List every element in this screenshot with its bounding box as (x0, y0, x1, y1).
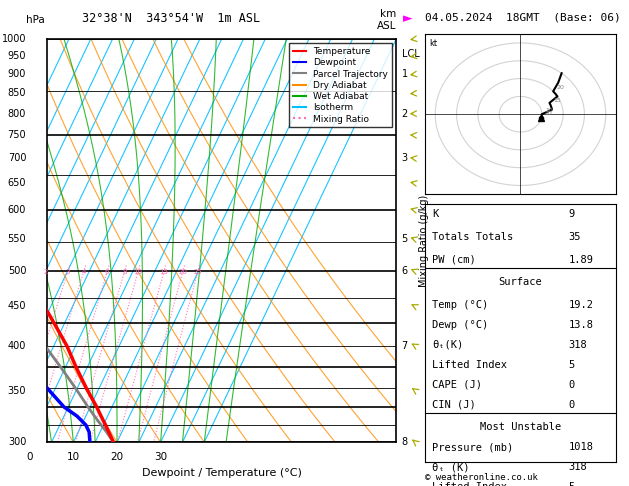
Legend: Temperature, Dewpoint, Parcel Trajectory, Dry Adiabat, Wet Adiabat, Isotherm, Mi: Temperature, Dewpoint, Parcel Trajectory… (289, 43, 392, 127)
Text: 15: 15 (159, 269, 168, 275)
Text: kt: kt (429, 39, 437, 49)
Text: K: K (432, 209, 438, 219)
Text: 6: 6 (105, 269, 109, 275)
Text: 10: 10 (133, 269, 143, 275)
Text: 750: 750 (8, 130, 26, 140)
Text: 850: 850 (8, 88, 26, 98)
Text: ►: ► (403, 12, 413, 25)
Text: 35: 35 (569, 232, 581, 242)
Text: 8: 8 (401, 437, 408, 447)
Text: 300: 300 (8, 437, 26, 447)
Text: 2: 2 (401, 109, 408, 119)
Text: 04.05.2024  18GMT  (Base: 06): 04.05.2024 18GMT (Base: 06) (425, 12, 620, 22)
Text: 1000: 1000 (2, 34, 26, 44)
Text: Lifted Index: Lifted Index (432, 482, 507, 486)
Text: 3: 3 (65, 269, 70, 275)
Text: 0: 0 (26, 452, 33, 462)
Text: 5: 5 (569, 482, 575, 486)
Text: Totals Totals: Totals Totals (432, 232, 513, 242)
Text: hPa: hPa (26, 15, 45, 25)
Text: 30: 30 (154, 452, 167, 462)
Text: 600: 600 (8, 205, 26, 215)
Text: Surface: Surface (499, 278, 542, 287)
Text: 5: 5 (569, 360, 575, 370)
Text: θₜ(K): θₜ(K) (432, 340, 464, 350)
Text: 6: 6 (401, 266, 408, 276)
Text: 7: 7 (401, 341, 408, 351)
Text: 1.89: 1.89 (569, 255, 593, 264)
Text: 13.8: 13.8 (569, 320, 593, 330)
Text: 8: 8 (122, 269, 126, 275)
Text: 25: 25 (193, 269, 202, 275)
Text: 350: 350 (8, 385, 26, 396)
Text: PW (cm): PW (cm) (432, 255, 476, 264)
Text: 800: 800 (8, 109, 26, 119)
Text: CIN (J): CIN (J) (432, 399, 476, 410)
Text: 9: 9 (569, 209, 575, 219)
Text: 10: 10 (545, 111, 552, 116)
Text: 318: 318 (569, 462, 587, 472)
Text: 318: 318 (569, 340, 587, 350)
Text: 20: 20 (178, 269, 187, 275)
Text: 650: 650 (8, 178, 26, 188)
Text: 450: 450 (8, 301, 26, 312)
Text: 2: 2 (43, 269, 48, 275)
Text: 15: 15 (554, 98, 562, 104)
Text: 900: 900 (8, 69, 26, 79)
Text: Lifted Index: Lifted Index (432, 360, 507, 370)
Text: 19.2: 19.2 (569, 300, 593, 310)
Text: 400: 400 (8, 341, 26, 351)
Text: CAPE (J): CAPE (J) (432, 380, 482, 390)
Text: 10: 10 (67, 452, 80, 462)
Text: Dewp (°C): Dewp (°C) (432, 320, 489, 330)
Text: 550: 550 (8, 234, 26, 244)
Text: ASL: ASL (377, 21, 396, 31)
Text: 10: 10 (545, 107, 553, 113)
Text: 1018: 1018 (569, 442, 593, 452)
Text: Dewpoint / Temperature (°C): Dewpoint / Temperature (°C) (142, 469, 302, 479)
Text: 0: 0 (569, 399, 575, 410)
Text: 700: 700 (8, 154, 26, 163)
Text: 5: 5 (401, 234, 408, 244)
Text: 0: 0 (569, 380, 575, 390)
Text: km: km (380, 9, 396, 18)
Text: Pressure (mb): Pressure (mb) (432, 442, 513, 452)
Text: Mixing Ratio (g/kg): Mixing Ratio (g/kg) (419, 194, 429, 287)
Text: 1: 1 (401, 69, 408, 79)
Text: Temp (°C): Temp (°C) (432, 300, 489, 310)
Text: Most Unstable: Most Unstable (480, 422, 561, 432)
Text: LCL: LCL (401, 49, 420, 59)
Text: 950: 950 (8, 51, 26, 61)
Text: 20: 20 (111, 452, 123, 462)
Text: 4: 4 (81, 269, 86, 275)
Text: 3: 3 (401, 154, 408, 163)
Text: 500: 500 (8, 266, 26, 276)
Text: 20: 20 (557, 85, 564, 89)
Text: 32°38'N  343°54'W  1m ASL: 32°38'N 343°54'W 1m ASL (82, 12, 260, 25)
Text: θₜ (K): θₜ (K) (432, 462, 470, 472)
Text: © weatheronline.co.uk: © weatheronline.co.uk (425, 473, 537, 482)
